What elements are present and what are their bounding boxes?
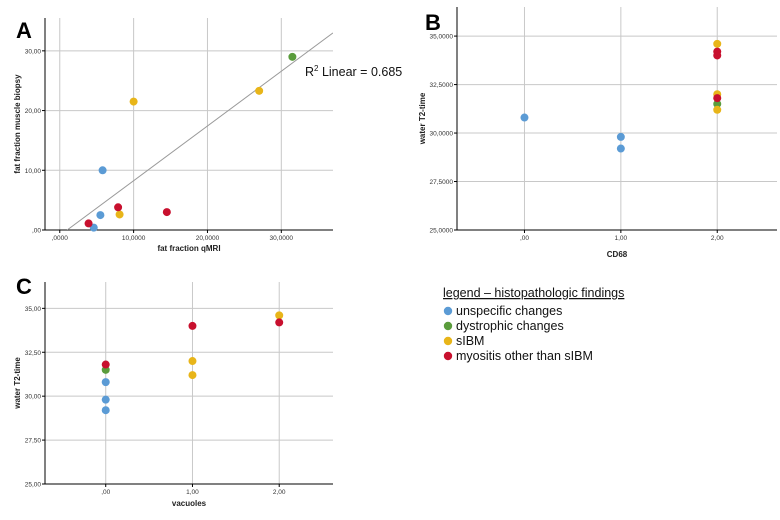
data-point-sIBM xyxy=(713,105,722,114)
panel-letter: A xyxy=(16,18,32,43)
r-squared-annotation: R2 Linear = 0.685 xyxy=(305,64,402,79)
y-tick-label: 25,0000 xyxy=(430,228,454,235)
y-tick-label: 32,50 xyxy=(25,350,42,357)
r-squared-value: Linear = 0.685 xyxy=(318,65,402,79)
data-point-unspecific xyxy=(616,132,625,141)
legend-item-label: sIBM xyxy=(456,334,484,348)
y-tick-label: 30,00 xyxy=(25,48,42,55)
y-tick-label: 20,00 xyxy=(25,108,42,115)
data-point-sIBM xyxy=(129,97,138,106)
data-point-sIBM xyxy=(275,311,284,320)
y-tick-label: 10,00 xyxy=(25,168,42,175)
data-point-sIBM xyxy=(255,86,264,95)
data-point-dystrophic xyxy=(288,52,297,61)
panel-letter: B xyxy=(425,10,441,35)
legend-title: legend – histopathologic findings xyxy=(443,286,624,300)
x-tick-label: ,00 xyxy=(520,235,529,242)
panel-a: A ,0000 10,0000 20,0000 30,0000 ,00 10,00 20,00… xyxy=(13,18,402,253)
panel-b: B ,00 1,00 2,00 25,0000 27,5000 30,0000 32,5000… xyxy=(418,7,777,259)
x-tick-label: 2,00 xyxy=(273,489,286,496)
data-point-myositis xyxy=(188,321,197,330)
data-point-unspecific xyxy=(96,211,105,220)
y-tick-label: 27,5000 xyxy=(430,179,454,186)
y-tick-label: 32,5000 xyxy=(430,82,454,89)
data-point-unspecific xyxy=(101,395,110,404)
data-point-myositis xyxy=(275,318,284,327)
x-axis-label: CD68 xyxy=(607,250,628,259)
y-axis-label: fat fraction muscle biopsy xyxy=(13,74,22,174)
data-point-unspecific xyxy=(101,378,110,387)
r-squared-prefix: R xyxy=(305,65,314,79)
data-point-dystrophic xyxy=(713,99,722,108)
regression-line xyxy=(66,32,333,230)
y-tick-label: 25,00 xyxy=(25,482,42,489)
data-point-myositis xyxy=(713,51,722,60)
x-tick-label: 10,0000 xyxy=(122,235,146,242)
r-squared-sup: 2 xyxy=(314,64,319,73)
x-axis-label: fat fraction qMRI xyxy=(157,244,220,253)
legend-item-label: myositis other than sIBM xyxy=(456,349,593,363)
y-axis-label: water T2-time xyxy=(13,357,22,410)
x-tick-label: 30,0000 xyxy=(270,235,294,242)
data-point-sIBM xyxy=(115,210,124,219)
legend-item-label: dystrophic changes xyxy=(456,319,564,333)
legend-item-label: unspecific changes xyxy=(456,304,562,318)
y-tick-label: 35,00 xyxy=(25,306,42,313)
data-point-myositis xyxy=(114,203,123,212)
panel-c: C ,00 1,00 2,00 25,00 27,50 30,00 32,50 35,00 vac… xyxy=(13,274,333,508)
y-tick-label: 35,0000 xyxy=(430,34,454,41)
x-tick-label: 20,0000 xyxy=(196,235,220,242)
legend-marker-dystrophic xyxy=(443,321,453,331)
data-point-unspecific xyxy=(616,144,625,153)
data-point-myositis xyxy=(84,219,93,228)
legend-marker-myositis xyxy=(443,351,453,361)
y-axis-label: water T2-time xyxy=(418,92,427,145)
data-point-myositis xyxy=(101,360,110,369)
x-axis-label: vacuoles xyxy=(172,499,207,508)
legend-marker-sIBM xyxy=(443,336,453,346)
data-point-myositis xyxy=(162,208,171,217)
legend-marker-unspecific xyxy=(443,306,453,316)
y-tick-label: 30,0000 xyxy=(430,131,454,138)
y-tick-label: 27,50 xyxy=(25,438,42,445)
x-tick-label: 1,00 xyxy=(615,235,628,242)
legend: legend – histopathologic findings unspec… xyxy=(443,286,624,363)
data-point-unspecific xyxy=(520,113,529,122)
x-tick-label: ,00 xyxy=(101,489,110,496)
data-point-sIBM xyxy=(188,371,197,380)
y-tick-label: ,00 xyxy=(32,228,41,235)
data-point-unspecific xyxy=(101,406,110,415)
panel-letter: C xyxy=(16,274,32,299)
data-point-sIBM xyxy=(713,39,722,48)
data-point-unspecific xyxy=(98,166,107,175)
data-point-myositis xyxy=(713,94,722,103)
y-tick-label: 30,00 xyxy=(25,394,42,401)
x-tick-label: 1,00 xyxy=(186,489,199,496)
x-tick-label: ,0000 xyxy=(52,235,69,242)
x-tick-label: 2,00 xyxy=(711,235,724,242)
data-point-sIBM xyxy=(188,357,197,366)
